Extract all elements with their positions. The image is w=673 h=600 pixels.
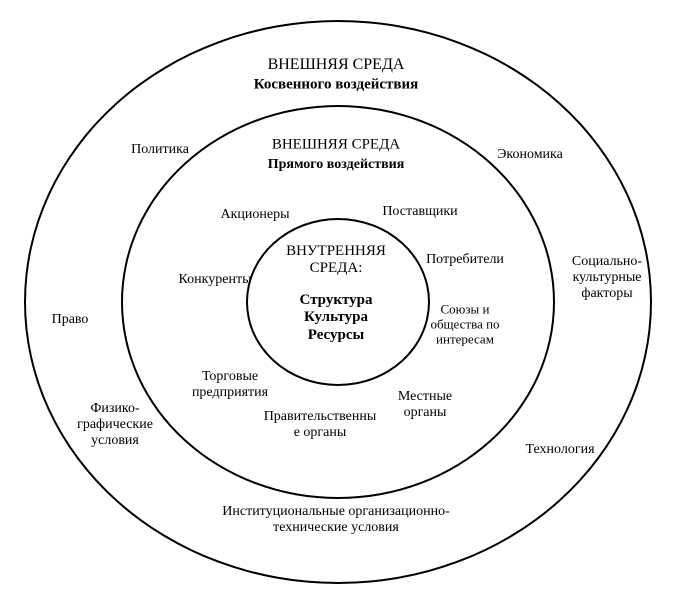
label-pravo: Право <box>52 312 89 328</box>
label-mestnye: Местные органы <box>398 389 452 421</box>
label-politika: Политика <box>131 142 189 158</box>
label-sots: Социально- культурные факторы <box>572 254 642 302</box>
label-aktsionery: Акционеры <box>220 207 289 223</box>
label-potrebiteli: Потребители <box>426 252 504 268</box>
middle-title-line1: ВНЕШНЯЯ СРЕДА <box>272 136 400 153</box>
outer-title-line1: ВНЕШНЯЯ СРЕДА <box>268 56 405 74</box>
label-instit: Институциональные организационно- технич… <box>222 504 449 536</box>
outer-title-line2: Косвенного воздействия <box>254 76 419 93</box>
middle-title-line2: Прямого воздействия <box>268 157 405 173</box>
inner-title: ВНУТРЕННЯЯ СРЕДА: <box>286 243 386 278</box>
label-ekonomika: Экономика <box>497 147 563 163</box>
label-fiziko: Физико- графические условия <box>77 401 153 449</box>
label-konkurenty: Конкуренты <box>179 272 252 288</box>
diagram-stage: ВНЕШНЯЯ СРЕДА Косвенного воздействия ВНЕ… <box>0 0 673 600</box>
label-tekhno: Технология <box>525 442 594 458</box>
label-pravit: Правительственны е органы <box>264 409 377 441</box>
label-soyuzy: Союзы и общества по интересам <box>430 303 499 348</box>
inner-body: Структура Культура Ресурсы <box>300 292 373 344</box>
label-torgovye: Торговые предприятия <box>192 369 268 401</box>
label-postavshchiki: Поставщики <box>382 204 457 220</box>
